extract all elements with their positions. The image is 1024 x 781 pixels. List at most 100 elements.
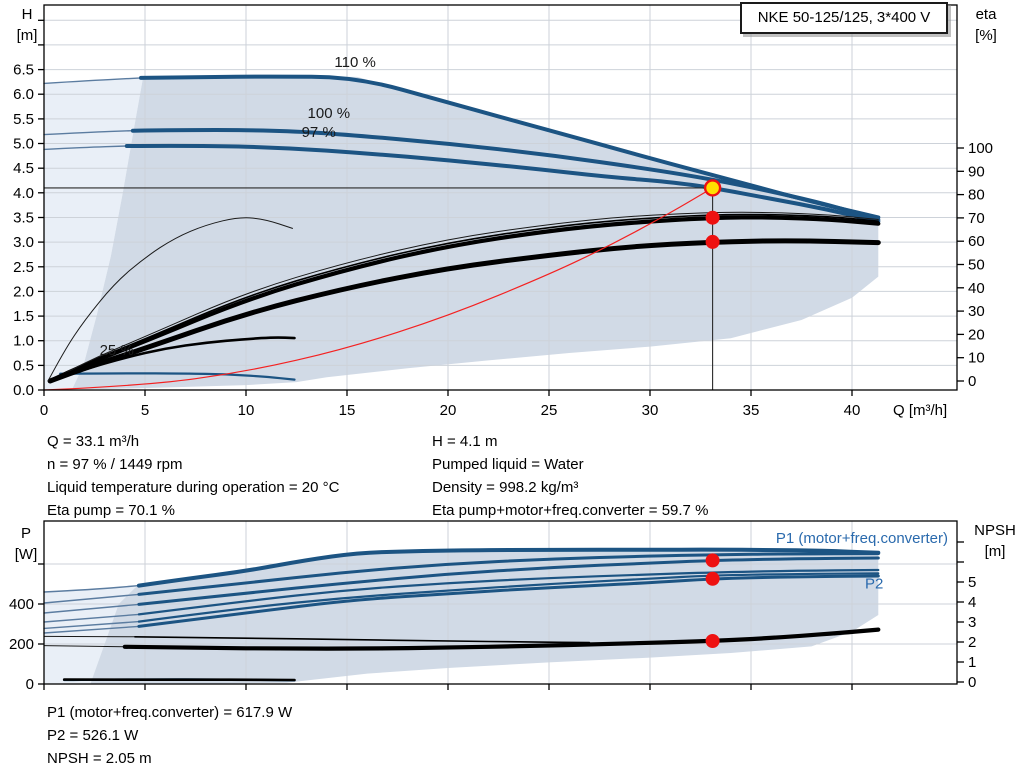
npsh-axis-label: NPSH [m] bbox=[974, 522, 1016, 560]
y-right-tick-label: 40 bbox=[968, 280, 985, 297]
power-npsh-chart-ticks: 0 200 400 0 1 2 3 4 5 bbox=[9, 541, 976, 693]
info-line: Q = 33.1 m³/h bbox=[47, 433, 140, 450]
curve-p2-97-min bbox=[43, 625, 140, 634]
operating-value-marker bbox=[705, 571, 720, 586]
curve-system-curve bbox=[43, 187, 714, 391]
y-right-tick-label: 2 bbox=[968, 634, 976, 651]
curve-p2-110 bbox=[137, 568, 880, 616]
curve-p2-100-min bbox=[43, 620, 140, 630]
y-left-tick-label: 400 bbox=[9, 596, 34, 613]
operating-value-marker bbox=[705, 234, 720, 249]
curve-label: P2 bbox=[865, 575, 883, 592]
y-left-tick-label: 2.5 bbox=[13, 259, 34, 276]
y-left-tick-label: 6.0 bbox=[13, 86, 34, 103]
curve-label: 110 % bbox=[334, 54, 375, 71]
operating-value-marker bbox=[705, 553, 720, 568]
y-right-tick-label: 100 bbox=[968, 140, 993, 157]
y-left-tick-label: 6.5 bbox=[13, 62, 34, 79]
x-tick-label: 40 bbox=[844, 402, 861, 419]
y-left-tick-label: 0 bbox=[26, 676, 34, 693]
operating-value-marker bbox=[705, 210, 720, 225]
info-line: NPSH = 2.05 m bbox=[47, 750, 152, 767]
y-left-tick-label: 3.5 bbox=[13, 210, 34, 227]
info-line: Density = 998.2 kg/m³ bbox=[432, 479, 579, 496]
hq-chart-allowed-range-left bbox=[44, 77, 143, 391]
curve-speed-97 bbox=[124, 143, 881, 224]
curve-p1-100 bbox=[137, 552, 880, 596]
y-right-tick-label: 10 bbox=[968, 350, 985, 367]
info-line: P1 (motor+freq.converter) = 617.9 W bbox=[47, 704, 293, 721]
operating-value-marker bbox=[705, 634, 720, 648]
info-line: H = 4.1 m bbox=[432, 433, 498, 450]
duty-point-marker[interactable] bbox=[703, 179, 722, 197]
power-info: P1 (motor+freq.converter) = 617.9 W P2 =… bbox=[47, 701, 292, 770]
y-right-tick-label: 0 bbox=[968, 674, 976, 691]
info-line: Eta pump+motor+freq.converter = 59.7 % bbox=[432, 502, 709, 519]
y-right-tick-label: 1 bbox=[968, 654, 976, 671]
curve-npsh-main-min bbox=[43, 645, 126, 648]
y-right-tick-label: 50 bbox=[968, 257, 985, 274]
duty-info-right: H = 4.1 m Pumped liquid = Water Density … bbox=[432, 430, 708, 522]
curve-label: 25 % bbox=[100, 342, 134, 359]
x-tick-label: 5 bbox=[141, 402, 149, 419]
y-right-tick-label: 20 bbox=[968, 326, 985, 343]
x-tick-label: 0 bbox=[40, 402, 48, 419]
hq-chart-grid bbox=[44, 5, 957, 390]
y-right-tick-label: 3 bbox=[968, 614, 976, 631]
pump-title: NKE 50-125/125, 3*400 V bbox=[757, 9, 931, 26]
y-left-tick-label: 5.5 bbox=[13, 111, 34, 128]
curve-p1-110-min bbox=[43, 584, 140, 593]
curve-eta-pump-b bbox=[49, 213, 880, 382]
y-right-tick-label: 60 bbox=[968, 233, 985, 250]
curve-p2-110-min bbox=[43, 613, 140, 623]
curve-eta-pump bbox=[48, 215, 881, 384]
curve-speed-110-min bbox=[43, 77, 142, 85]
y-left-tick-label: 200 bbox=[9, 636, 34, 653]
x-tick-label: 10 bbox=[238, 402, 255, 419]
curve-p1-97 bbox=[137, 556, 880, 606]
curve-speed-100-min bbox=[43, 130, 134, 136]
info-line: Pumped liquid = Water bbox=[432, 456, 584, 473]
info-line: Liquid temperature during operation = 20… bbox=[47, 479, 340, 496]
pump-title-badge: NKE 50-125/125, 3*400 V bbox=[740, 2, 948, 34]
curve-eta-pump-c bbox=[49, 211, 879, 382]
curve-p1-110 bbox=[136, 547, 881, 588]
curve-speed-97-min bbox=[43, 145, 128, 151]
y-left-tick-label: 3.0 bbox=[13, 234, 34, 251]
curve-label: 100 % bbox=[308, 105, 351, 122]
y-right-tick-label: 0 bbox=[968, 373, 976, 390]
x-tick-label: 30 bbox=[642, 402, 659, 419]
y-left-tick-label: 1.0 bbox=[13, 333, 34, 350]
y-left-tick-label: 2.0 bbox=[13, 283, 34, 300]
curve-eta-25 bbox=[47, 217, 293, 382]
curve-npsh-main bbox=[122, 627, 881, 651]
info-line: P2 = 526.1 W bbox=[47, 727, 139, 744]
y-left-tick-label: 5.0 bbox=[13, 136, 34, 153]
y-right-tick-label: 70 bbox=[968, 210, 985, 227]
curve-label: P1 (motor+freq.converter) bbox=[776, 530, 948, 547]
hq-chart-ticks: 0 5 10 15 20 25 30 35 40 Q [m³/h] 0.0 0.5 1.0 1.5 2.0 2… bbox=[13, 19, 993, 419]
y-left-tick-label: 0.5 bbox=[13, 357, 34, 374]
hq-chart-operating-envelope bbox=[72, 76, 879, 389]
curve-p1-100-min bbox=[43, 593, 140, 604]
curve-speed-25 bbox=[59, 372, 296, 381]
x-tick-label: 25 bbox=[541, 402, 558, 419]
y-right-tick-label: 80 bbox=[968, 187, 985, 204]
p-axis-label: P [W] bbox=[14, 525, 38, 563]
y-right-tick-label: 30 bbox=[968, 303, 985, 320]
curve-speed-100 bbox=[130, 128, 881, 222]
info-line: Eta pump = 70.1 % bbox=[47, 502, 175, 519]
x-tick-label: 35 bbox=[743, 402, 760, 419]
y-right-tick-label: 5 bbox=[968, 574, 976, 591]
curve-p2-97 bbox=[137, 574, 880, 628]
y-left-tick-label: 4.5 bbox=[13, 160, 34, 177]
x-tick-label: 20 bbox=[440, 402, 457, 419]
y-right-tick-label: 90 bbox=[968, 163, 985, 180]
x-axis-title: Q [m³/h] bbox=[893, 402, 947, 419]
x-tick-label: 15 bbox=[339, 402, 356, 419]
y-right-tick-label: 4 bbox=[968, 594, 976, 611]
duty-info-left: Q = 33.1 m³/h n = 97 % / 1449 rpm Liquid… bbox=[47, 430, 339, 522]
curve-p1-97-min bbox=[43, 603, 140, 614]
